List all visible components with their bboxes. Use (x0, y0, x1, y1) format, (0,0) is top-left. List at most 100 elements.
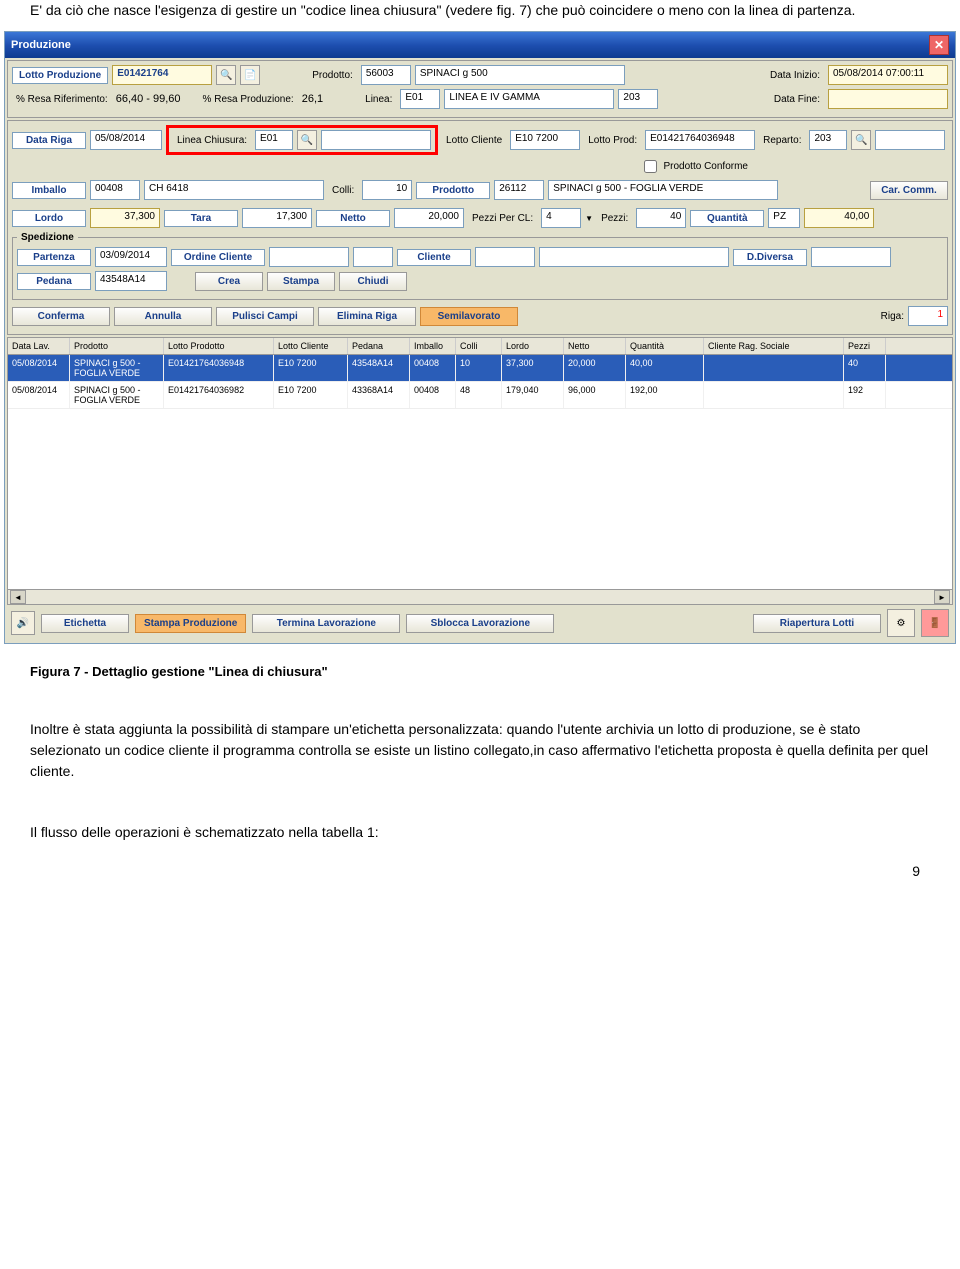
col-lotto-cliente[interactable]: Lotto Cliente (274, 338, 348, 354)
col-lordo[interactable]: Lordo (502, 338, 564, 354)
exit-icon[interactable]: 🚪 (921, 609, 949, 637)
diversa-input[interactable] (811, 247, 891, 267)
doc-icon[interactable]: 📄 (240, 65, 260, 85)
prodotto-mid-code[interactable]: 26112 (494, 180, 544, 200)
riga-label: Riga: (881, 311, 904, 322)
diversa-label: D.Diversa (733, 249, 807, 266)
annulla-button[interactable]: Annulla (114, 307, 212, 326)
ordine-cliente-input[interactable] (269, 247, 349, 267)
grid-row[interactable]: 05/08/2014 SPINACI g 500 - FOGLIA VERDE … (8, 382, 952, 409)
col-imballo[interactable]: Imballo (410, 338, 456, 354)
etichetta-button[interactable]: Etichetta (41, 614, 129, 633)
quantita-input[interactable]: 40,00 (804, 208, 874, 228)
imballo-label: Imballo (12, 182, 86, 199)
dropdown-icon[interactable]: ▼ (585, 214, 593, 223)
col-data-lav[interactable]: Data Lav. (8, 338, 70, 354)
sound-icon[interactable]: 🔊 (11, 611, 35, 635)
sblocca-lavorazione-button[interactable]: Sblocca Lavorazione (406, 614, 554, 633)
data-inizio-input[interactable]: 05/08/2014 07:00:11 (828, 65, 948, 85)
prodotto-code-input[interactable]: 56003 (361, 65, 411, 85)
termina-lavorazione-button[interactable]: Termina Lavorazione (252, 614, 400, 633)
netto-input[interactable]: 20,000 (394, 208, 464, 228)
col-cliente-rag[interactable]: Cliente Rag. Sociale (704, 338, 844, 354)
ordine-cliente-extra[interactable] (353, 247, 393, 267)
lotto-prod-input[interactable]: E01421764036948 (645, 130, 755, 150)
lotto-cliente-input[interactable]: E10 7200 (510, 130, 580, 150)
colli-label: Colli: (328, 183, 358, 198)
col-lotto-prodotto[interactable]: Lotto Prodotto (164, 338, 274, 354)
conferma-button[interactable]: Conferma (12, 307, 110, 326)
close-icon[interactable]: ✕ (929, 35, 949, 55)
col-colli[interactable]: Colli (456, 338, 502, 354)
crea-button[interactable]: Crea (195, 272, 263, 291)
data-fine-input[interactable] (828, 89, 948, 109)
resa-rif-label: % Resa Riferimento: (12, 92, 112, 107)
riga-input[interactable]: 1 (908, 306, 948, 326)
stampa-button[interactable]: Stampa (267, 272, 335, 291)
quantita-label: Quantità (690, 210, 764, 227)
prodotto-name-input: SPINACI g 500 (415, 65, 625, 85)
spedizione-fieldset: Spedizione Partenza 03/09/2014 Ordine Cl… (12, 232, 948, 300)
col-pezzi[interactable]: Pezzi (844, 338, 886, 354)
prodotto-mid-label: Prodotto (416, 182, 490, 199)
tara-input[interactable]: 17,300 (242, 208, 312, 228)
lordo-input[interactable]: 37,300 (90, 208, 160, 228)
lordo-label: Lordo (12, 210, 86, 227)
chiudi-button[interactable]: Chiudi (339, 272, 407, 291)
scroll-left-icon[interactable]: ◄ (10, 590, 26, 604)
grid-empty-area (8, 409, 952, 589)
cliente-code-input[interactable] (475, 247, 535, 267)
intro-paragraph: E' da ciò che nasce l'esigenza di gestir… (0, 0, 960, 21)
reparto-label: Reparto: (759, 133, 805, 148)
linea-chiusura-label: Linea Chiusura: (173, 133, 251, 148)
col-netto[interactable]: Netto (564, 338, 626, 354)
resa-prod-value: 26,1 (302, 93, 323, 105)
header-section: Lotto Produzione E01421764 🔍 📄 Prodotto:… (7, 60, 953, 118)
pedana-input[interactable]: 43548A14 (95, 271, 167, 291)
scroll-right-icon[interactable]: ► (934, 590, 950, 604)
car-comm-button[interactable]: Car. Comm. (870, 181, 948, 200)
pedana-label: Pedana (17, 273, 91, 290)
cliente-label: Cliente (397, 249, 471, 266)
data-inizio-label: Data Inizio: (766, 68, 824, 83)
detail-section: Data Riga 05/08/2014 Linea Chiusura: E01… (7, 120, 953, 335)
linea-name-input: LINEA E IV GAMMA (444, 89, 614, 109)
pulisci-button[interactable]: Pulisci Campi (216, 307, 314, 326)
partenza-input[interactable]: 03/09/2014 (95, 247, 167, 267)
stampa-produzione-button[interactable]: Stampa Produzione (135, 614, 246, 633)
search-icon[interactable]: 🔍 (216, 65, 236, 85)
elimina-button[interactable]: Elimina Riga (318, 307, 416, 326)
horizontal-scrollbar[interactable]: ◄ ► (8, 589, 952, 604)
reparto-input[interactable]: 203 (809, 130, 847, 150)
riapertura-lotti-button[interactable]: Riapertura Lotti (753, 614, 881, 633)
linea-extra-input: 203 (618, 89, 658, 109)
col-prodotto[interactable]: Prodotto (70, 338, 164, 354)
grid-header: Data Lav. Prodotto Lotto Prodotto Lotto … (8, 338, 952, 355)
col-quantita[interactable]: Quantità (626, 338, 704, 354)
paragraph-2: Inoltre è stata aggiunta la possibilità … (0, 719, 960, 782)
partenza-label: Partenza (17, 249, 91, 266)
linea-code-input[interactable]: E01 (400, 89, 440, 109)
prodotto-conforme-label: Prodotto Conforme (664, 161, 749, 172)
search-icon[interactable]: 🔍 (297, 130, 317, 150)
window-title: Produzione (11, 39, 71, 51)
lotto-cliente-label: Lotto Cliente (442, 133, 506, 148)
search-icon[interactable]: 🔍 (851, 130, 871, 150)
pezzi-input[interactable]: 40 (636, 208, 686, 228)
paragraph-3: Il flusso delle operazioni è schematizza… (0, 822, 960, 843)
pezzi-cl-input[interactable]: 4 (541, 208, 581, 228)
data-riga-input[interactable]: 05/08/2014 (90, 130, 162, 150)
linea-chiusura-input[interactable]: E01 (255, 130, 293, 150)
lotto-produzione-input[interactable]: E01421764 (112, 65, 212, 85)
ordine-cliente-label: Ordine Cliente (171, 249, 265, 266)
imballo-code-input[interactable]: 00408 (90, 180, 140, 200)
col-pedana[interactable]: Pedana (348, 338, 410, 354)
footer-bar: 🔊 Etichetta Stampa Produzione Termina La… (7, 605, 953, 641)
produzione-window: Produzione ✕ Lotto Produzione E01421764 … (4, 31, 956, 644)
semilavorato-button[interactable]: Semilavorato (420, 307, 518, 326)
tool-icon[interactable]: ⚙ (887, 609, 915, 637)
linea-label: Linea: (361, 92, 396, 107)
grid-row[interactable]: 05/08/2014 SPINACI g 500 - FOGLIA VERDE … (8, 355, 952, 382)
prodotto-conforme-checkbox[interactable] (644, 160, 657, 173)
colli-input[interactable]: 10 (362, 180, 412, 200)
